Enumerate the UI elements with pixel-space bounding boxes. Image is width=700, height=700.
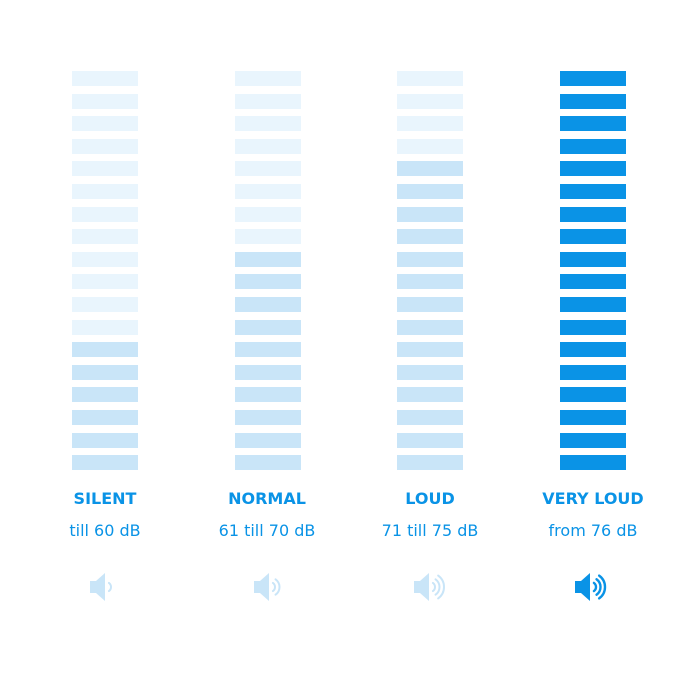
meter-bar <box>72 161 138 177</box>
meter-bar <box>235 184 301 199</box>
meter-bar <box>235 432 301 448</box>
meter-bar <box>235 455 301 471</box>
meter-bar <box>397 455 463 471</box>
meter-bar <box>397 432 463 448</box>
meter-bar <box>235 71 301 86</box>
meter-bar <box>72 229 138 245</box>
meter-bar <box>235 229 301 245</box>
sound-wave <box>107 581 112 593</box>
meter-bar <box>397 387 463 403</box>
meter-bar <box>397 93 463 109</box>
meter-bar <box>397 297 463 312</box>
meter-bar <box>560 410 626 425</box>
speaker-body <box>254 573 269 601</box>
meter-bar <box>397 342 463 358</box>
meter-bar <box>235 319 301 335</box>
speaker-body <box>575 573 590 601</box>
meter-bar <box>72 116 138 132</box>
meter-bar <box>235 387 301 403</box>
meter-bar <box>560 274 626 290</box>
meter-bar <box>560 342 626 358</box>
meter-bar <box>72 251 138 267</box>
sound-wave <box>274 578 281 596</box>
meter-bar <box>235 206 301 222</box>
meter-bar <box>560 161 626 177</box>
speaker-3-waves-icon <box>575 573 607 601</box>
meter-bar <box>72 297 138 312</box>
meter-bar <box>560 432 626 448</box>
meter-bar <box>397 229 463 245</box>
meter-bar <box>235 138 301 154</box>
meter-bar <box>560 116 626 132</box>
meter-bar <box>235 116 301 132</box>
meter-bar <box>72 71 138 86</box>
meter-bar <box>72 364 138 380</box>
meter-bar <box>560 184 626 199</box>
meter-bar <box>560 455 626 471</box>
meter-bar <box>397 138 463 154</box>
meter-bar <box>397 206 463 222</box>
meter-bar <box>72 206 138 222</box>
meter-bar <box>72 93 138 109</box>
meter-bar <box>235 274 301 290</box>
meter-bar <box>560 71 626 86</box>
level-range: 71 till 75 dB <box>381 521 479 540</box>
meter-bar <box>397 116 463 132</box>
meter-bar <box>560 251 626 267</box>
meter-bar <box>560 387 626 403</box>
level-range: till 60 dB <box>69 521 141 540</box>
meter-bar <box>560 229 626 245</box>
meter-bar <box>235 342 301 358</box>
meter-bar <box>397 161 463 177</box>
level-range: from 76 dB <box>548 521 638 540</box>
meter-bar <box>560 138 626 154</box>
meter-bar <box>560 364 626 380</box>
meter-bar <box>72 319 138 335</box>
meter-bar <box>72 138 138 154</box>
meter-bar <box>235 251 301 267</box>
level-title: SILENT <box>73 489 137 508</box>
sound-wave <box>597 574 607 600</box>
meter-bar <box>235 93 301 109</box>
meter-bar <box>72 387 138 403</box>
meter-bar <box>560 206 626 222</box>
meter-bar <box>397 251 463 267</box>
level-title: LOUD <box>405 489 455 508</box>
meter-bar <box>72 432 138 448</box>
meter-bar <box>235 410 301 425</box>
meter-bar <box>397 274 463 290</box>
meter-bar <box>560 93 626 109</box>
speaker-1-wave-icon <box>90 573 112 601</box>
sound-wave <box>592 581 598 593</box>
meter-bar <box>235 161 301 177</box>
speaker-3-waves-icon <box>414 573 445 601</box>
meter-bar <box>560 297 626 312</box>
meter-bar <box>235 364 301 380</box>
sound-wave <box>434 578 441 596</box>
speaker-body <box>414 573 429 601</box>
meter-bar <box>397 319 463 335</box>
sound-wave <box>437 574 445 600</box>
level-title: NORMAL <box>228 489 306 508</box>
sound-wave <box>431 581 436 593</box>
meter-bar <box>72 184 138 199</box>
meter-bar <box>397 184 463 199</box>
meter-bar <box>397 364 463 380</box>
meter-bar <box>72 455 138 471</box>
sound-wave <box>595 578 602 596</box>
meter-bar <box>397 410 463 425</box>
meter-bar <box>560 319 626 335</box>
meter-bar <box>397 71 463 86</box>
level-title: VERY LOUD <box>542 489 644 508</box>
sound-wave <box>271 581 276 593</box>
speaker-2-waves-icon <box>254 573 281 601</box>
meter-bar <box>235 297 301 312</box>
speaker-body <box>90 573 105 601</box>
meter-bar <box>72 342 138 358</box>
meter-bar <box>72 274 138 290</box>
meter-bar <box>72 410 138 425</box>
level-range: 61 till 70 dB <box>218 521 316 540</box>
